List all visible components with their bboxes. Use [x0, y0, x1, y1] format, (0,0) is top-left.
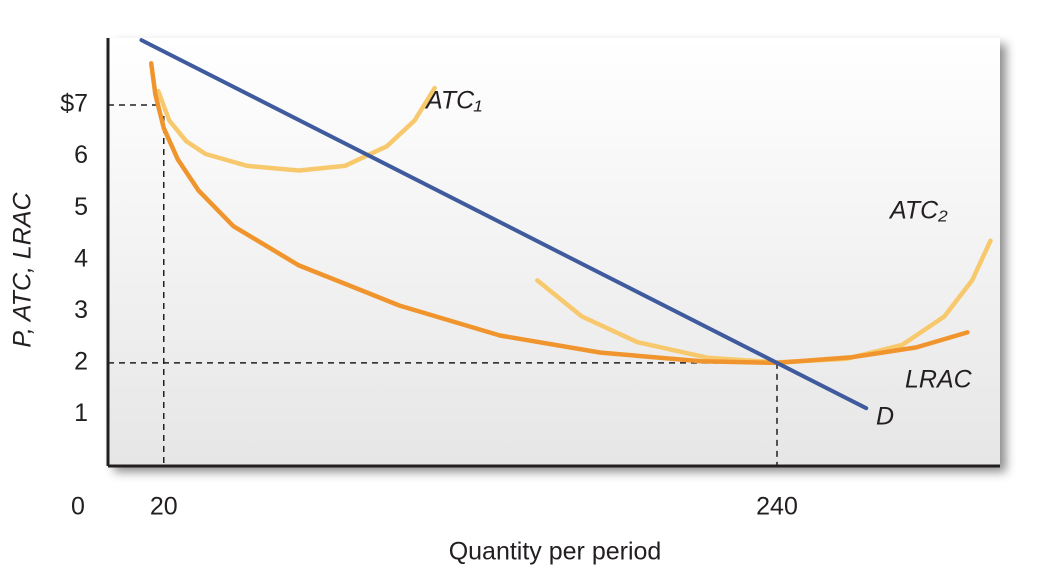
- series-line: [139, 38, 869, 411]
- x-tick-label: 20: [150, 493, 178, 521]
- series-label: ATC₁: [424, 87, 482, 115]
- series-line: [155, 85, 437, 173]
- series-line: [148, 61, 970, 366]
- y-tick-label: 1: [74, 399, 88, 427]
- series-label: LRAC: [905, 366, 973, 394]
- origin-label: 0: [71, 493, 85, 521]
- x-axis-label: Quantity per period: [449, 538, 662, 566]
- y-tick-label: 4: [74, 244, 88, 272]
- y-tick-label: 2: [74, 347, 88, 375]
- y-tick-label: $7: [60, 90, 88, 118]
- y-tick-label: 5: [74, 193, 88, 221]
- plot-area: [108, 38, 1000, 466]
- y-tick-label: 3: [74, 296, 88, 324]
- series-label: ATC₂: [888, 197, 948, 225]
- x-tick-label: 240: [756, 493, 798, 521]
- y-tick-label: 6: [74, 141, 88, 169]
- series-label: D: [876, 403, 894, 431]
- y-axis-label: P, ATC, LRAC: [9, 191, 37, 347]
